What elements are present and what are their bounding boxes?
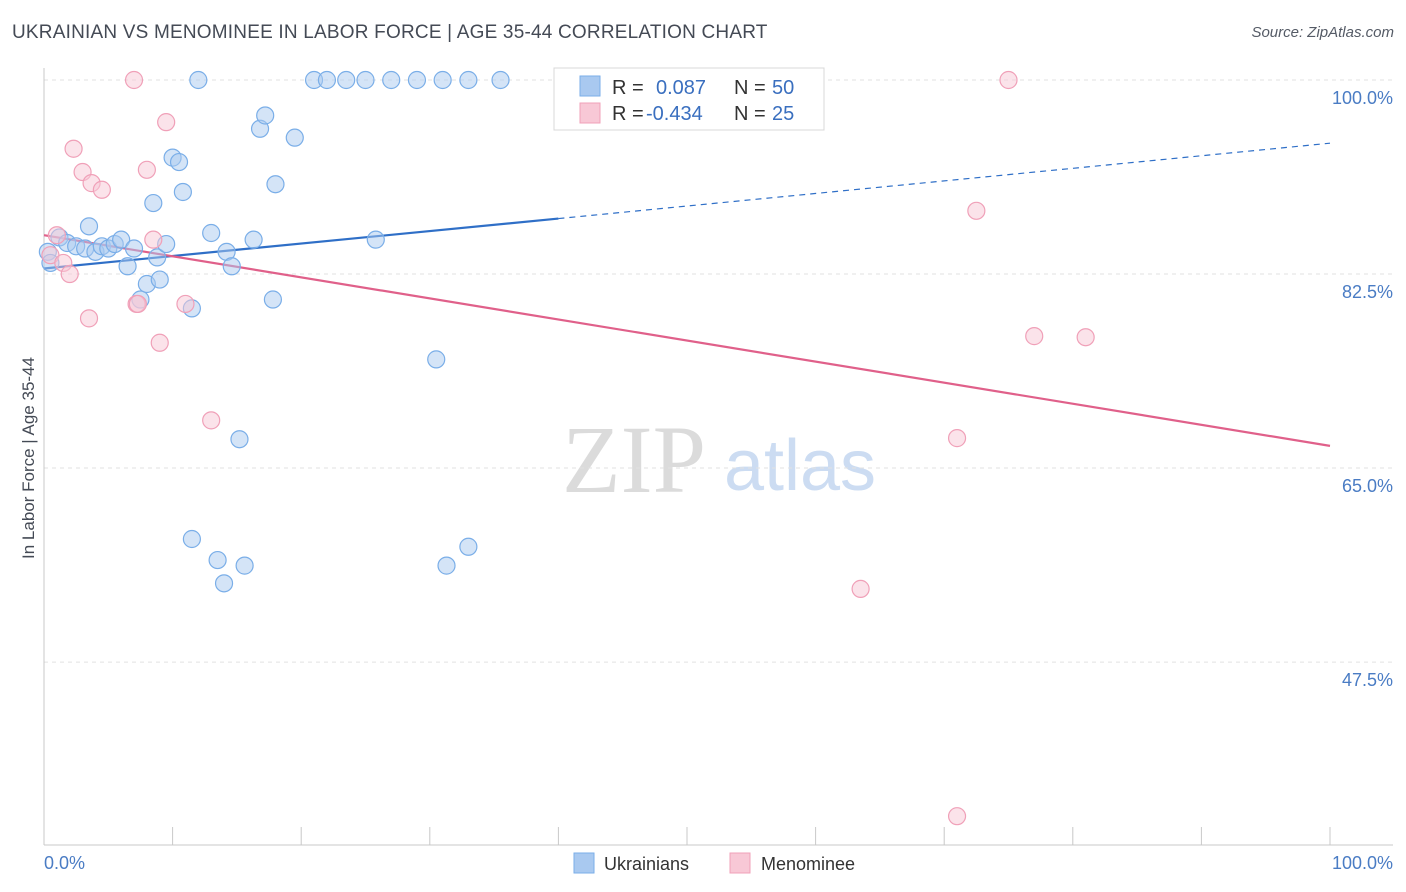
point-menominee-23 <box>851 579 870 598</box>
point-ukrainians-24 <box>189 70 208 90</box>
point-menominee-8 <box>92 180 111 199</box>
trend-lines <box>43 142 1331 447</box>
stats-legend-swatch-menominee <box>579 102 601 124</box>
stats-r-value-menominee: -0.434 <box>646 103 703 125</box>
chart-title: UKRAINIAN VS MENOMINEE IN LABOR FORCE | … <box>12 22 768 43</box>
y-tick-label-3: 100.0% <box>1332 88 1393 108</box>
point-menominee-20 <box>999 70 1018 90</box>
point-menominee-18 <box>947 429 967 448</box>
point-menominee-4 <box>64 139 83 158</box>
point-menominee-3 <box>60 264 79 284</box>
axes <box>43 68 1393 846</box>
series-legend: Ukrainians Menominee <box>573 852 855 874</box>
stats-legend-swatch-ukrainians <box>579 75 601 97</box>
point-ukrainians-34 <box>285 128 304 147</box>
point-ukrainians-12 <box>118 257 137 276</box>
trend-line-menominee <box>43 234 1331 447</box>
point-menominee-24 <box>947 807 967 826</box>
point-ukrainians-11 <box>112 230 131 249</box>
point-ukrainians-33 <box>266 175 285 194</box>
point-ukrainians-27 <box>222 257 241 276</box>
point-menominee-17 <box>202 411 221 430</box>
y-tick-label-1: 65.0% <box>1342 476 1393 496</box>
point-ukrainians-36 <box>317 70 337 90</box>
point-ukrainians-45 <box>491 70 510 90</box>
point-ukrainians-18 <box>150 270 169 289</box>
gridlines <box>44 79 1393 663</box>
stats-r-label-ukrainians: R = <box>612 77 644 99</box>
point-ukrainians-40 <box>382 70 401 90</box>
point-ukrainians-13 <box>124 239 144 258</box>
y-axis-title: In Labor Force | Age 35-44 <box>19 357 38 559</box>
stats-n-value-ukrainians: 50 <box>772 77 794 99</box>
stats-n-value-menominee: 25 <box>772 103 794 125</box>
watermark-zip: ZIP <box>562 406 706 513</box>
trend-line-extension-ukrainians <box>558 142 1331 220</box>
x-tick-label-max: 100.0% <box>1332 853 1393 873</box>
point-ukrainians-17 <box>148 248 167 267</box>
point-ukrainians-39 <box>366 230 385 249</box>
point-ukrainians-5 <box>79 217 99 236</box>
data-points <box>38 70 1095 826</box>
legend-label-menominee: Menominee <box>761 854 855 874</box>
point-ukrainians-16 <box>144 193 163 213</box>
point-ukrainians-46 <box>182 529 201 549</box>
legend-swatch-menominee <box>729 852 751 874</box>
point-ukrainians-50 <box>437 556 456 575</box>
point-ukrainians-25 <box>202 223 221 243</box>
stats-n-label-menominee: N = <box>734 103 766 125</box>
legend-swatch-ukrainians <box>573 852 595 874</box>
point-ukrainians-41 <box>407 70 427 90</box>
point-ukrainians-37 <box>337 70 356 90</box>
point-menominee-1 <box>47 226 66 245</box>
point-ukrainians-22 <box>173 182 192 202</box>
point-ukrainians-43 <box>433 70 452 90</box>
point-ukrainians-44 <box>459 70 478 90</box>
point-menominee-19 <box>967 201 986 220</box>
point-menominee-9 <box>124 70 144 90</box>
point-ukrainians-32 <box>263 290 283 309</box>
point-menominee-22 <box>1076 328 1095 347</box>
point-ukrainians-49 <box>235 556 254 575</box>
legend-label-ukrainians: Ukrainians <box>604 854 689 874</box>
point-ukrainians-51 <box>459 537 478 556</box>
watermark-atlas: atlas <box>724 426 876 506</box>
stats-r-label-menominee: R = <box>612 103 644 125</box>
point-ukrainians-29 <box>244 230 263 249</box>
point-ukrainians-48 <box>214 574 234 593</box>
point-menominee-12 <box>137 160 156 179</box>
point-menominee-15 <box>157 113 176 132</box>
point-menominee-6 <box>79 309 99 328</box>
point-menominee-14 <box>150 333 169 352</box>
point-ukrainians-42 <box>427 350 446 369</box>
point-ukrainians-31 <box>256 106 275 125</box>
point-ukrainians-47 <box>208 550 227 570</box>
y-tick-label-0: 47.5% <box>1342 670 1393 690</box>
stats-legend: R = 0.087 N = 50 R = -0.434 N = 25 <box>553 67 825 131</box>
point-ukrainians-21 <box>169 152 189 172</box>
point-ukrainians-38 <box>356 70 375 90</box>
point-ukrainians-28 <box>230 430 249 449</box>
x-tick-label-min: 0.0% <box>44 853 85 873</box>
y-tick-labels: 47.5% 65.0% 82.5% 100.0% <box>1332 88 1393 690</box>
point-menominee-21 <box>1025 327 1044 346</box>
point-menominee-11 <box>128 294 147 314</box>
stats-r-value-ukrainians: 0.087 <box>656 77 706 99</box>
point-menominee-13 <box>144 230 163 249</box>
y-tick-label-2: 82.5% <box>1342 282 1393 302</box>
stats-n-label-ukrainians: N = <box>734 77 766 99</box>
chart-source: Source: ZipAtlas.com <box>1251 24 1394 41</box>
point-menominee-16 <box>176 294 195 314</box>
